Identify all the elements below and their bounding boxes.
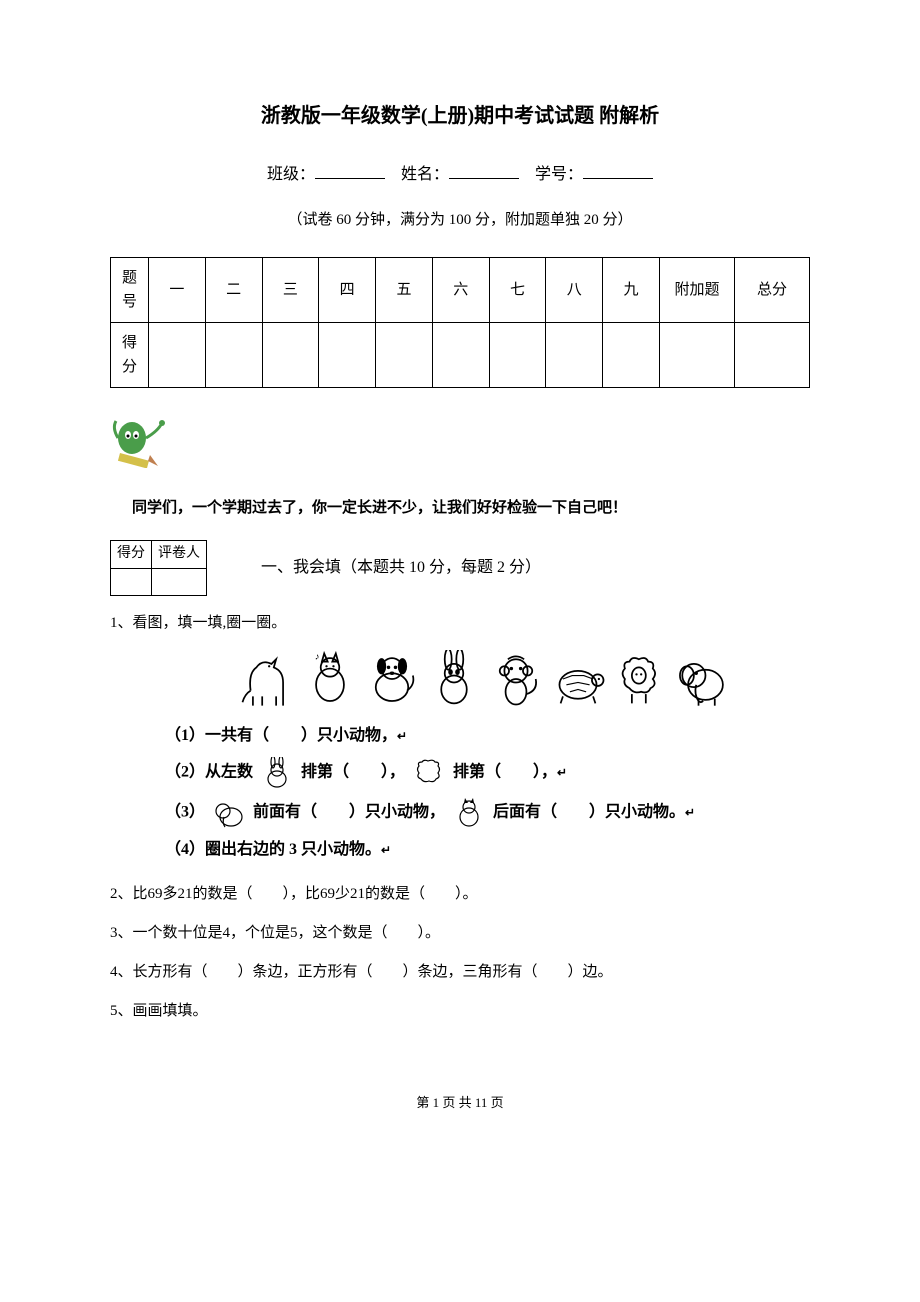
col-9: 九: [603, 257, 660, 322]
score-cell[interactable]: [489, 322, 546, 387]
student-info-line: 班级： 姓名： 学号：: [110, 162, 810, 188]
question-5: 5、画画填填。: [110, 999, 810, 1023]
class-label: 班级：: [267, 166, 315, 183]
cat-icon: ♪: [301, 650, 359, 708]
question-1: 1、看图，填一填,圈一圈。: [110, 611, 810, 635]
elephant-icon: [673, 650, 731, 708]
id-blank[interactable]: [583, 163, 653, 179]
col-5: 五: [376, 257, 433, 322]
row-header-2: 得分: [111, 322, 149, 387]
grader-table: 得分 评卷人: [110, 540, 207, 596]
score-cell[interactable]: [735, 322, 810, 387]
exam-note: （试卷 60 分钟，满分为 100 分，附加题单独 20 分）: [110, 208, 810, 232]
score-cell[interactable]: [603, 322, 660, 387]
svg-text:♪: ♪: [315, 652, 320, 662]
score-cell[interactable]: [319, 322, 376, 387]
mini-grader-cell[interactable]: [152, 568, 207, 595]
score-cell[interactable]: [205, 322, 262, 387]
animals-row: ♪: [160, 650, 810, 708]
score-cell[interactable]: [432, 322, 489, 387]
col-8: 八: [546, 257, 603, 322]
score-cell[interactable]: [149, 322, 206, 387]
monkey-icon: [487, 650, 545, 708]
col-2: 二: [205, 257, 262, 322]
rabbit-icon: [425, 650, 483, 708]
sub-questions: （1）一共有（ ）只小动物，↵ （2）从左数 排第（ ）， 排第（ ），↵ （3…: [165, 723, 810, 862]
question-2: 2、比69多21的数是（ ），比69少21的数是（ ）。: [110, 882, 810, 906]
sub-q4: （4）圈出右边的 3 只小动物。↵: [165, 837, 810, 863]
rabbit-small-icon: [257, 757, 297, 789]
col-6: 六: [432, 257, 489, 322]
table-row: 得分: [111, 322, 810, 387]
sheep-small-icon: [409, 757, 449, 789]
sheep-icon: [611, 650, 669, 708]
cat-small-icon: [449, 797, 489, 829]
col-3: 三: [262, 257, 319, 322]
intro-text: 同学们，一个学期过去了，你一定长进不少，让我们好好检验一下自己吧！: [132, 496, 810, 520]
row-header-1: 题号: [111, 257, 149, 322]
table-row: 题号 一 二 三 四 五 六 七 八 九 附加题 总分: [111, 257, 810, 322]
score-cell[interactable]: [660, 322, 735, 387]
score-cell[interactable]: [546, 322, 603, 387]
col-extra: 附加题: [660, 257, 735, 322]
dog-icon: [363, 650, 421, 708]
name-label: 姓名：: [401, 166, 449, 183]
col-total: 总分: [735, 257, 810, 322]
pencil-icon: [110, 413, 810, 477]
section-1-title: 一、我会填（本题共 10 分，每题 2 分）: [261, 555, 541, 581]
class-blank[interactable]: [315, 163, 385, 179]
score-table: 题号 一 二 三 四 五 六 七 八 九 附加题 总分 得分: [110, 257, 810, 388]
name-blank[interactable]: [449, 163, 519, 179]
mini-score-cell[interactable]: [111, 568, 152, 595]
sub-q2: （2）从左数 排第（ ）， 排第（ ），↵: [165, 757, 810, 789]
horse-icon: [239, 650, 297, 708]
sub-q1: （1）一共有（ ）只小动物，↵: [165, 723, 810, 749]
mini-score-label: 得分: [111, 541, 152, 568]
col-7: 七: [489, 257, 546, 322]
sub-q3: （3） 前面有（ ）只小动物， 后面有（ ）只小动物。↵: [165, 797, 810, 829]
col-4: 四: [319, 257, 376, 322]
elephant-small-icon: [209, 797, 249, 829]
score-cell[interactable]: [262, 322, 319, 387]
col-1: 一: [149, 257, 206, 322]
mini-grader-label: 评卷人: [152, 541, 207, 568]
id-label: 学号：: [535, 166, 583, 183]
turtle-icon: [549, 650, 607, 708]
score-cell[interactable]: [376, 322, 433, 387]
question-4: 4、长方形有（ ）条边，正方形有（ ）条边，三角形有（ ）边。: [110, 960, 810, 984]
page-title: 浙教版一年级数学(上册)期中考试试题 附解析: [110, 100, 810, 132]
page-footer: 第 1 页 共 11 页: [110, 1093, 810, 1114]
question-3: 3、一个数十位是4，个位是5，这个数是（ ）。: [110, 921, 810, 945]
section-header-row: 得分 评卷人 一、我会填（本题共 10 分，每题 2 分）: [110, 540, 810, 596]
